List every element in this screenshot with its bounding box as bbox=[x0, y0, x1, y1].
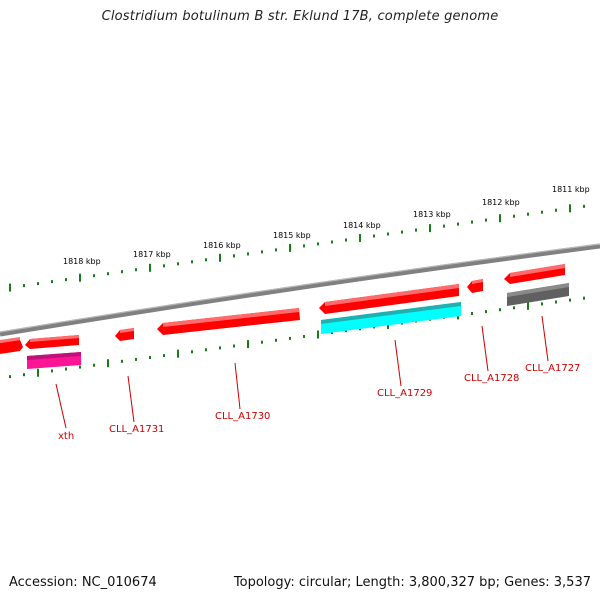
gene-arrow-cll-a1730[interactable] bbox=[157, 308, 300, 335]
scale-label-1815: 1815 kbp bbox=[273, 231, 311, 240]
gene-arrow-cll-a1731[interactable] bbox=[115, 328, 134, 341]
scale-label-1818: 1818 kbp bbox=[63, 257, 101, 266]
scale-label-1816: 1816 kbp bbox=[203, 241, 241, 250]
genome-backbone bbox=[0, 243, 600, 337]
gene-label-cll-a1728[interactable]: CLL_A1728 bbox=[464, 373, 519, 384]
gene-arrow-xth[interactable] bbox=[25, 335, 79, 349]
genome-title: Clostridium botulinum B str. Eklund 17B,… bbox=[101, 9, 499, 24]
scale-label-1813: 1813 kbp bbox=[413, 210, 451, 219]
gene-arrow-cll-a1727[interactable] bbox=[504, 264, 565, 284]
gene-arrow-partial-left[interactable] bbox=[0, 337, 23, 354]
genome-stats-text: Topology: circular; Length: 3,800,327 bp… bbox=[233, 575, 591, 590]
leader-line-cll-a1730 bbox=[234, 362, 241, 410]
leader-line-cll-a1731 bbox=[127, 375, 135, 423]
leader-line-xth bbox=[55, 383, 67, 429]
gene-label-cll-a1727[interactable]: CLL_A1727 bbox=[525, 363, 580, 374]
gene-label-cll-a1731[interactable]: CLL_A1731 bbox=[109, 424, 164, 435]
accession-text: Accession: NC_010674 bbox=[9, 575, 157, 590]
scale-label-1814: 1814 kbp bbox=[343, 221, 381, 230]
scale-label-1817: 1817 kbp bbox=[133, 250, 171, 259]
feature-box-magenta[interactable] bbox=[27, 352, 81, 369]
leader-line-cll-a1729 bbox=[394, 339, 402, 387]
feature-box-gray[interactable] bbox=[507, 283, 569, 306]
feature-box-cyan[interactable] bbox=[321, 302, 461, 334]
gene-arrow-cll-a1729[interactable] bbox=[319, 284, 459, 314]
leader-line-cll-a1728 bbox=[481, 325, 489, 372]
scale-label-1811: 1811 kbp bbox=[552, 185, 590, 194]
gene-label-cll-a1729[interactable]: CLL_A1729 bbox=[377, 388, 432, 399]
upper-scale-ticks bbox=[9, 204, 585, 292]
gene-label-xth[interactable]: xth bbox=[58, 431, 74, 442]
gene-label-cll-a1730[interactable]: CLL_A1730 bbox=[215, 411, 270, 422]
gene-arrow-cll-a1728[interactable] bbox=[467, 279, 483, 293]
leader-line-cll-a1727 bbox=[541, 315, 549, 362]
scale-label-1812: 1812 kbp bbox=[482, 198, 520, 207]
